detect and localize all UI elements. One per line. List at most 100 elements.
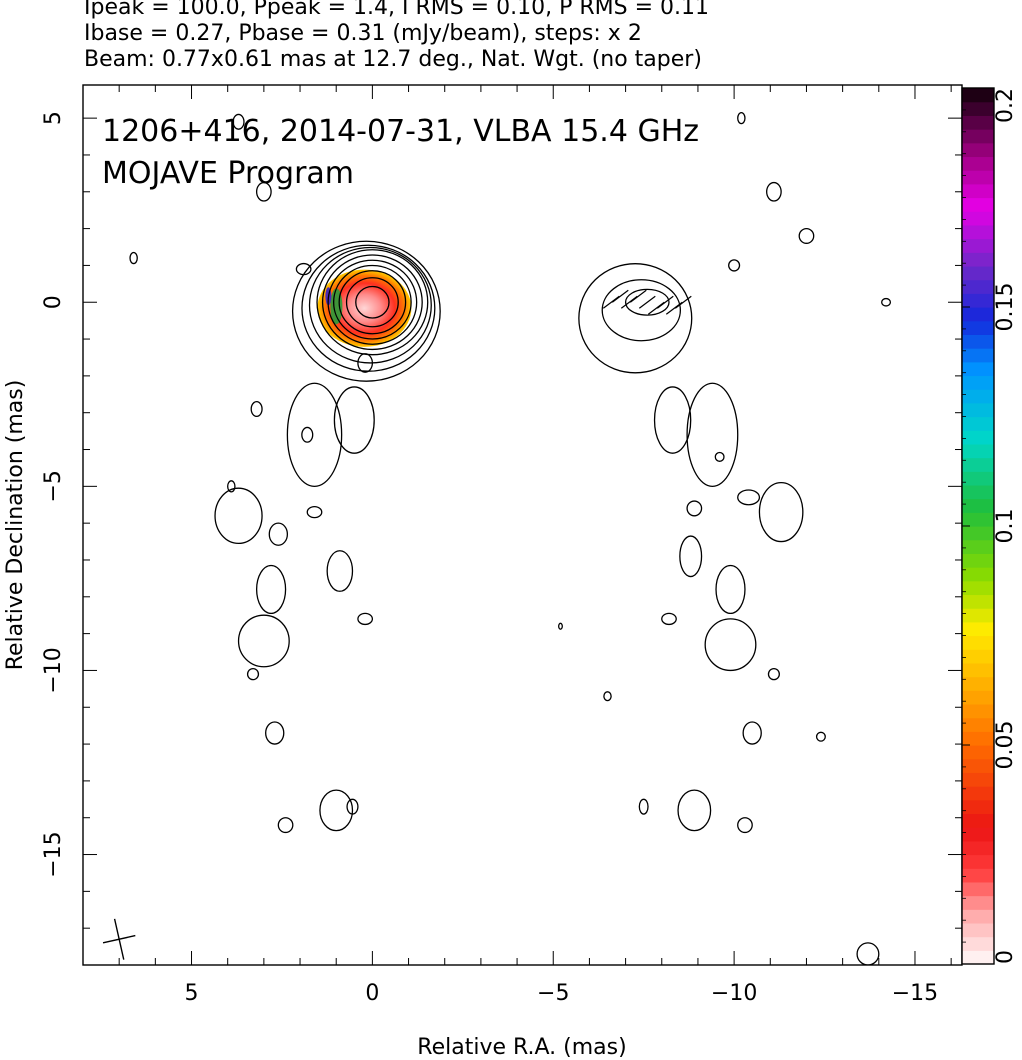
intensity-contour-blob bbox=[265, 721, 285, 745]
colorbar-step bbox=[962, 334, 994, 349]
polarization-contour-blob bbox=[686, 382, 739, 487]
intensity-contour bbox=[308, 246, 432, 364]
polarization-contour-blob bbox=[661, 612, 677, 626]
colorbar-step bbox=[962, 936, 994, 951]
colorbar-step bbox=[962, 88, 994, 103]
polarization-contour-blob bbox=[742, 721, 762, 745]
y-tick-label: −10 bbox=[41, 647, 66, 693]
intensity-contour-blob bbox=[268, 522, 289, 546]
intensity-contour bbox=[316, 249, 429, 356]
x-tick-label: −10 bbox=[711, 981, 757, 1006]
colorbar-step bbox=[962, 224, 994, 240]
colorbar-step bbox=[962, 348, 994, 363]
colorbar-step bbox=[962, 840, 994, 856]
x-tick-label: −5 bbox=[537, 981, 569, 1006]
intensity-contour bbox=[321, 254, 423, 351]
evpa-vector bbox=[665, 301, 683, 315]
colorbar-step bbox=[962, 553, 994, 568]
intensity-contour-blob bbox=[346, 798, 359, 815]
colorbar-step bbox=[962, 307, 994, 322]
polarization-contour-blob bbox=[686, 500, 703, 517]
intensity-contour bbox=[345, 277, 399, 328]
colorbar-step bbox=[962, 115, 994, 130]
polarization-contour-blob bbox=[856, 942, 880, 965]
colorbar-step bbox=[962, 402, 994, 418]
colorbar-step bbox=[962, 731, 994, 746]
beam-minor-axis bbox=[102, 934, 136, 944]
intensity-contour-blob bbox=[357, 353, 374, 373]
intensity-contour-blob bbox=[255, 181, 272, 202]
intensity-contour-blob bbox=[232, 113, 245, 130]
colorbar-step bbox=[962, 813, 994, 828]
colorbar-step bbox=[962, 526, 994, 541]
colorbar-step bbox=[962, 703, 994, 719]
colorbar-tick-labels: 0 0.05 0.1 0.15 0.2 bbox=[993, 88, 1018, 964]
y-tick-label: −5 bbox=[41, 470, 66, 502]
colorbar-tick-label: 0.1 bbox=[993, 509, 1018, 544]
polarization-contour-blob bbox=[758, 482, 804, 543]
colorbar-step bbox=[962, 142, 994, 158]
x-tick-label: 0 bbox=[365, 981, 379, 1006]
colorbar-step bbox=[962, 690, 994, 705]
intensity-contour-blob bbox=[227, 480, 236, 493]
intensity-contour-blob bbox=[250, 401, 263, 418]
x-tick-label: 5 bbox=[185, 981, 199, 1006]
polarization-contour-blob bbox=[603, 691, 612, 702]
intensity-contour bbox=[291, 240, 441, 382]
evpa-vector bbox=[611, 289, 629, 303]
colorbar-step bbox=[962, 895, 994, 910]
colorbar-tick-label: 0.05 bbox=[993, 721, 1018, 770]
polarization-contour-blob bbox=[714, 451, 725, 462]
colorbar-step bbox=[962, 197, 994, 212]
polarization-contour-blob bbox=[737, 817, 753, 834]
evpa-vector bbox=[674, 295, 692, 309]
colorbar-step bbox=[962, 676, 994, 691]
colorbar-frame bbox=[961, 87, 995, 965]
x-axis-label: Relative R.A. (mas) bbox=[417, 1035, 626, 1060]
polarization-contour-blob bbox=[638, 798, 649, 815]
intensity-contour-blob bbox=[237, 614, 290, 668]
colorbar-step bbox=[962, 457, 994, 472]
y-axis-label: Relative Declination (mas) bbox=[3, 380, 28, 671]
intensity-contour-blob bbox=[295, 262, 312, 276]
polarization-contour-blob bbox=[798, 227, 815, 244]
axis-ticks bbox=[83, 85, 962, 965]
x-tick-label: −15 bbox=[892, 981, 938, 1006]
intensity-contour bbox=[332, 264, 412, 340]
colorbar-step bbox=[962, 662, 994, 678]
colorbar bbox=[962, 87, 994, 965]
intensity-contour-blob bbox=[129, 251, 138, 265]
intensity-contour-blob bbox=[333, 386, 375, 454]
intensity-contour-blob bbox=[357, 612, 374, 626]
colorbar-step bbox=[962, 567, 994, 582]
colorbar-step bbox=[962, 156, 994, 171]
colorbar-step bbox=[962, 183, 994, 199]
polarization-color-patch bbox=[317, 269, 412, 347]
colorbar-step bbox=[962, 430, 994, 445]
plot-area bbox=[102, 111, 892, 965]
x-tick-labels: 5 0 −5 −10 −15 bbox=[185, 981, 939, 1006]
polarization-contour-blob bbox=[715, 564, 746, 615]
evpa-vector bbox=[602, 295, 620, 309]
colorbar-step bbox=[962, 594, 994, 609]
y-tick-labels: 5 0 −5 −10 −15 bbox=[41, 111, 66, 878]
colorbar-step bbox=[962, 498, 994, 513]
polarization-contour bbox=[624, 288, 670, 316]
intensity-contour-blob bbox=[286, 382, 343, 487]
colorbar-step bbox=[962, 512, 994, 527]
colorbar-step bbox=[962, 484, 994, 500]
intensity-contour-blob bbox=[319, 789, 354, 832]
y-tick-label: −15 bbox=[41, 831, 66, 877]
colorbar-step bbox=[962, 101, 994, 116]
evpa-vector bbox=[638, 295, 656, 309]
colorbar-step bbox=[962, 416, 994, 431]
y-tick-label: 5 bbox=[41, 111, 66, 125]
intensity-contour bbox=[338, 270, 407, 335]
polarization-contour bbox=[578, 263, 693, 374]
colorbar-step bbox=[962, 649, 994, 664]
evpa-vector bbox=[647, 301, 665, 315]
intensity-contour-blob bbox=[301, 426, 314, 443]
intensity-contour-blob bbox=[306, 505, 323, 519]
colorbar-step bbox=[962, 170, 994, 185]
